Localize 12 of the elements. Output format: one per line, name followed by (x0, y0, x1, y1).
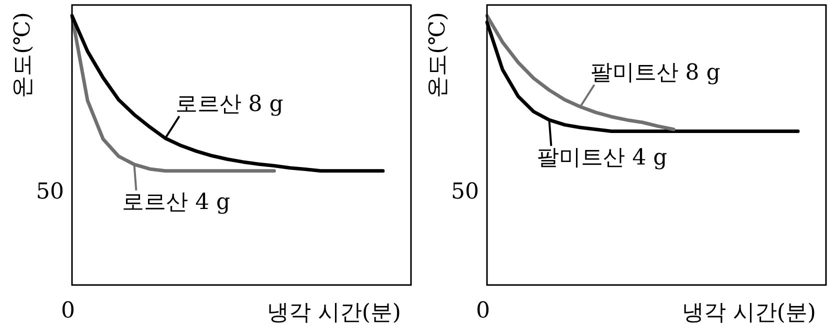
x-axis-title: 냉각 시간(분) (266, 300, 401, 326)
y-axis-title: 온도(℃) (426, 12, 451, 98)
series-label: 팔미트산 8 g (590, 60, 720, 86)
legend-label: 로르산 4 g (122, 190, 230, 216)
text: 50 (36, 179, 64, 204)
series-label: 로르산 8 g (175, 92, 284, 117)
text: 0 (476, 298, 490, 324)
text: 0 (61, 298, 75, 324)
x-axis-title: 냉각 시간(분) (682, 300, 816, 326)
legend-label: 팔미트산 4 g (537, 146, 668, 171)
y-axis-title: 온도(℃) (10, 12, 36, 98)
text: 50 (451, 179, 479, 204)
